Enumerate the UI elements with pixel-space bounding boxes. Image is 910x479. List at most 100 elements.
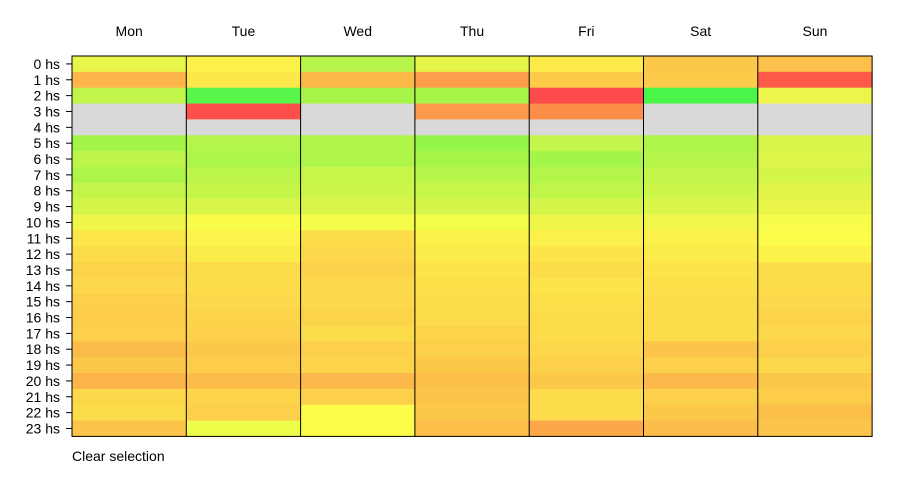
heatmap-cell[interactable] [757,293,873,311]
heatmap-cell[interactable] [186,404,302,422]
heatmap-cell[interactable] [529,182,644,200]
column-label[interactable]: Tue [232,23,256,39]
column-label[interactable]: Fri [578,23,594,39]
heatmap-cell[interactable] [529,373,644,390]
heatmap-cell[interactable] [414,103,530,120]
heatmap-cell[interactable] [414,277,530,295]
heatmap-cell[interactable] [300,198,416,215]
heatmap-cell[interactable] [300,262,416,279]
heatmap-cell[interactable] [72,293,187,311]
heatmap-cell[interactable] [300,119,416,136]
heatmap-cell[interactable] [414,151,530,168]
heatmap-cell[interactable] [186,246,302,263]
heatmap-cell[interactable] [757,151,873,168]
heatmap-cell[interactable] [186,325,302,342]
heatmap-cell[interactable] [414,388,530,406]
heatmap-cell[interactable] [414,373,530,390]
heatmap-cell[interactable] [643,230,759,247]
heatmap-cell[interactable] [186,135,302,152]
row-label[interactable]: 4 hs [34,119,60,135]
heatmap-cell[interactable] [757,373,873,390]
heatmap-cell[interactable] [529,404,644,422]
heatmap-cell[interactable] [757,341,873,358]
heatmap-cell[interactable] [414,135,530,152]
heatmap-cell[interactable] [72,71,187,89]
row-label[interactable]: 2 hs [34,88,60,104]
heatmap-cell[interactable] [643,198,759,215]
heatmap-cell[interactable] [529,119,644,136]
heatmap-cell[interactable] [529,230,644,247]
heatmap-cell[interactable] [643,388,759,406]
heatmap-cell[interactable] [300,404,416,422]
heatmap-cell[interactable] [529,246,644,263]
heatmap-cell[interactable] [300,325,416,342]
heatmap-cell[interactable] [72,198,187,215]
column-label[interactable]: Sun [802,23,827,39]
heatmap-cell[interactable] [643,182,759,200]
heatmap-cell[interactable] [414,166,530,184]
heatmap-cell[interactable] [186,71,302,89]
heatmap-cell[interactable] [300,87,416,105]
heatmap-cell[interactable] [300,166,416,184]
heatmap-cell[interactable] [643,135,759,152]
heatmap-cell[interactable] [186,309,302,326]
heatmap-cell[interactable] [757,214,873,231]
heatmap-cell[interactable] [186,87,302,105]
heatmap-cell[interactable] [414,404,530,422]
heatmap-cell[interactable] [643,293,759,311]
heatmap-cell[interactable] [757,135,873,152]
heatmap-cell[interactable] [757,87,873,105]
heatmap-cell[interactable] [300,135,416,152]
heatmap-cell[interactable] [186,182,302,200]
heatmap-cell[interactable] [529,325,644,342]
heatmap-cell[interactable] [186,373,302,390]
heatmap-cell[interactable] [529,309,644,326]
heatmap-cell[interactable] [529,135,644,152]
heatmap-cell[interactable] [186,357,302,374]
heatmap-cell[interactable] [414,198,530,215]
heatmap-cell[interactable] [72,404,187,422]
heatmap-cell[interactable] [643,325,759,342]
heatmap-cell[interactable] [757,71,873,89]
heatmap-cell[interactable] [529,341,644,358]
heatmap-cell[interactable] [186,388,302,406]
heatmap-cell[interactable] [300,388,416,406]
heatmap-cell[interactable] [643,71,759,89]
heatmap-cell[interactable] [757,246,873,263]
heatmap-cell[interactable] [529,166,644,184]
heatmap-cell[interactable] [72,420,187,437]
row-label[interactable]: 8 hs [34,183,60,199]
heatmap-cell[interactable] [72,325,187,342]
row-label[interactable]: 11 hs [27,230,60,246]
heatmap-cell[interactable] [414,325,530,342]
row-label[interactable]: 7 hs [34,167,60,183]
column-label[interactable]: Wed [343,23,372,39]
heatmap-cell[interactable] [72,119,187,136]
heatmap-cell[interactable] [757,182,873,200]
heatmap-cell[interactable] [72,103,187,120]
heatmap-cell[interactable] [643,87,759,105]
heatmap-cell[interactable] [300,293,416,311]
heatmap-cell[interactable] [529,71,644,89]
heatmap-cell[interactable] [300,341,416,358]
heatmap-cell[interactable] [300,56,416,73]
heatmap-cell[interactable] [300,309,416,326]
heatmap-cell[interactable] [529,293,644,311]
heatmap-cell[interactable] [757,198,873,215]
heatmap-cell[interactable] [643,246,759,263]
row-label[interactable]: 12 hs [26,246,60,262]
heatmap-cell[interactable] [757,103,873,120]
heatmap-cell[interactable] [529,151,644,168]
heatmap-cell[interactable] [529,87,644,105]
heatmap-cell[interactable] [529,388,644,406]
heatmap-cell[interactable] [414,56,530,73]
row-label[interactable]: 10 hs [26,214,60,230]
row-label[interactable]: 1 hs [34,72,60,88]
heatmap-cell[interactable] [414,262,530,279]
row-label[interactable]: 6 hs [34,151,60,167]
heatmap-cell[interactable] [300,230,416,247]
heatmap-cell[interactable] [757,230,873,247]
heatmap-cell[interactable] [186,293,302,311]
heatmap-cell[interactable] [757,166,873,184]
heatmap-cell[interactable] [529,277,644,295]
